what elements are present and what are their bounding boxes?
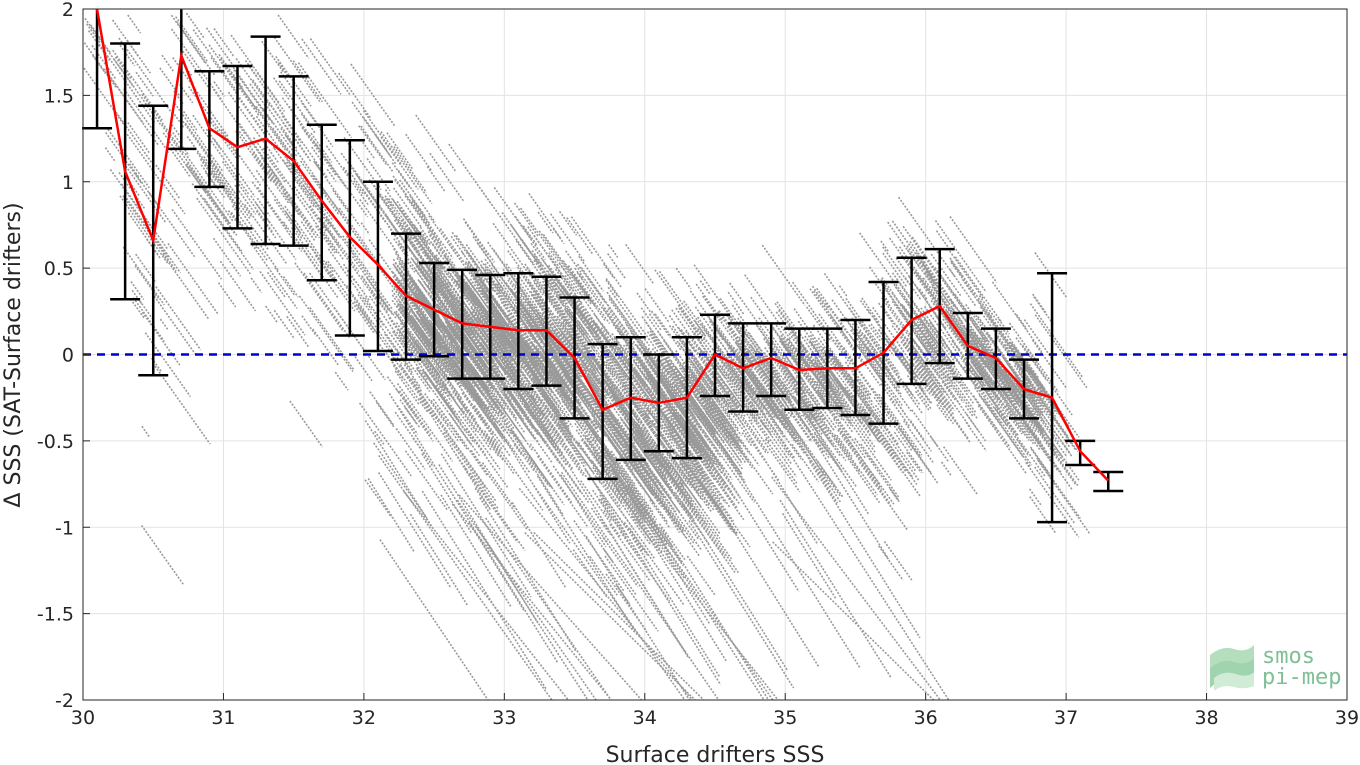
x-tick-label: 39 <box>1335 707 1359 729</box>
x-tick-label: 33 <box>492 707 516 729</box>
x-tick-label: 31 <box>211 707 235 729</box>
x-tick-label: 32 <box>352 707 376 729</box>
y-tick-label: 1.5 <box>44 85 74 107</box>
error-bar <box>166 9 197 151</box>
y-tick-label: 2 <box>62 0 74 21</box>
y-tick-label: 0 <box>62 345 74 367</box>
scatter-streaks <box>83 12 1091 701</box>
error-bar <box>82 9 113 130</box>
y-tick-label: -1.5 <box>37 604 74 626</box>
x-tick-label: 35 <box>773 707 797 729</box>
wave-logo-icon <box>1210 645 1254 691</box>
error-bar <box>1093 470 1124 493</box>
error-bar <box>756 322 787 398</box>
y-tick-label: -0.5 <box>37 431 74 453</box>
x-tick-label: 36 <box>914 707 938 729</box>
y-tick-label: 1 <box>62 172 74 194</box>
x-tick-label: 38 <box>1194 707 1218 729</box>
axis-ticks: 30 31 32 33 34 35 36 37 38 39 2 1.5 1 0.5 0 -0.5 -1 -1.5 -… <box>37 0 1359 729</box>
error-bar <box>1065 439 1096 467</box>
y-tick-label: -1 <box>55 517 74 539</box>
x-tick-label: 37 <box>1054 707 1078 729</box>
y-tick-label: 0.5 <box>44 258 74 280</box>
x-tick-label: 34 <box>633 707 657 729</box>
y-tick-label: -2 <box>55 690 74 712</box>
logo-text-smos: smos <box>1262 644 1315 669</box>
x-axis-title: Surface drifters SSS <box>606 743 825 765</box>
logo-text-pi-mep: pi-mep <box>1262 665 1341 690</box>
error-bar <box>587 342 618 481</box>
scatter-points <box>83 12 1091 701</box>
error-bar <box>250 35 281 246</box>
x-tick-label: 30 <box>71 707 95 729</box>
mean-line <box>95 8 1110 482</box>
smos-pi-mep-logo: smos pi-mep <box>1210 644 1341 691</box>
y-axis-title: Δ SSS (SAT-Surface drifters) <box>1 202 26 507</box>
